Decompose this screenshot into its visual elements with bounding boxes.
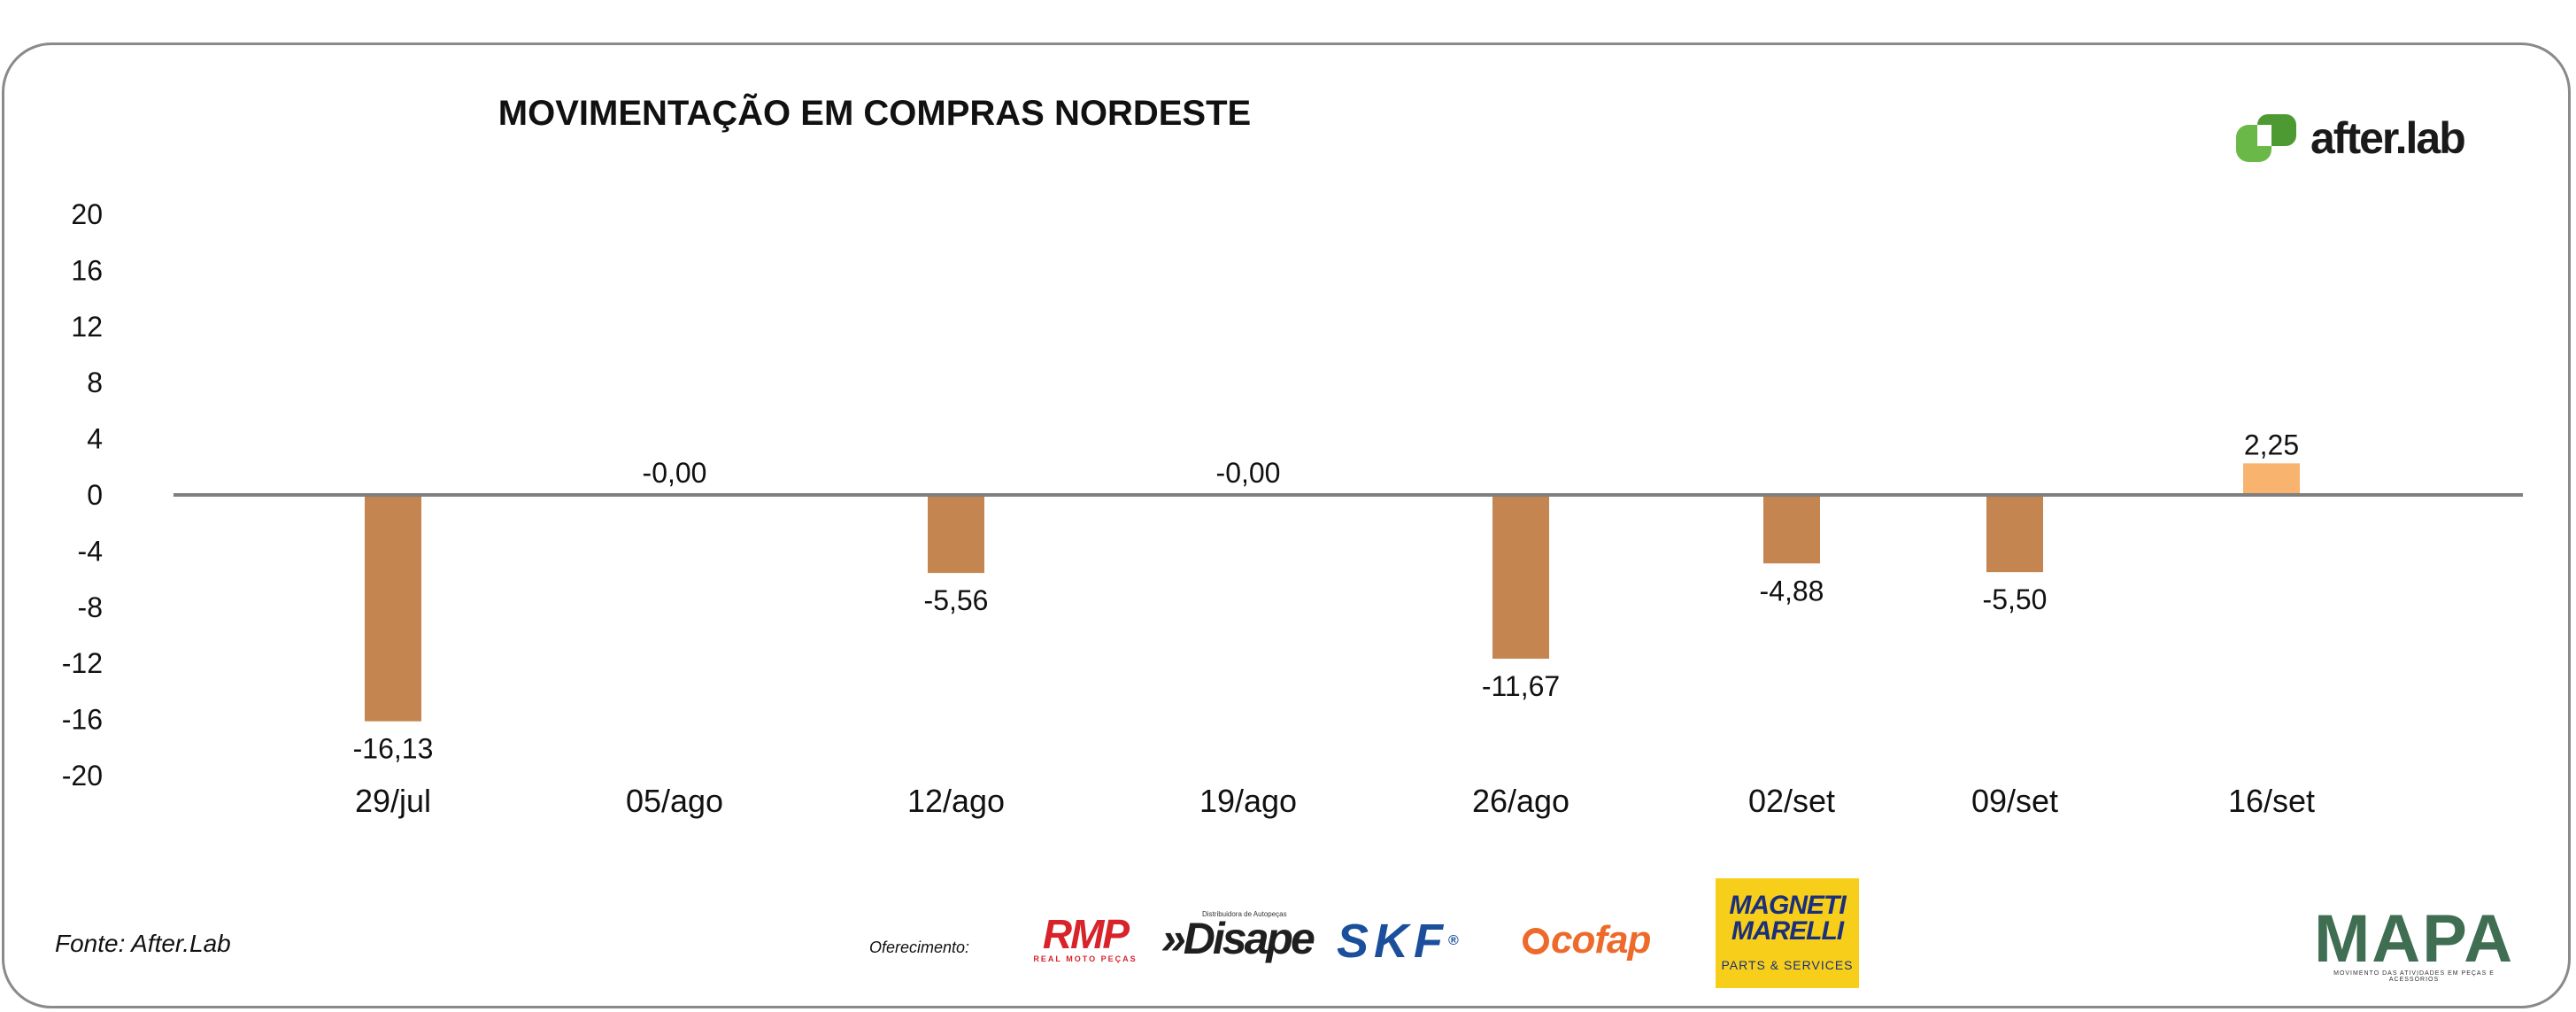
x-tick-label: 29/jul <box>355 783 431 819</box>
data-label: -0,00 <box>1216 457 1281 489</box>
afterlab-logo: after.lab <box>2234 112 2466 165</box>
sponsor-label: Oferecimento: <box>869 939 970 956</box>
y-tick-label: 16 <box>71 254 103 286</box>
afterlab-wordmark: after.lab <box>2310 113 2466 163</box>
source-note: Fonte: After.Lab <box>55 930 231 957</box>
x-tick-label: 12/ago <box>907 783 1005 819</box>
data-label: -0,00 <box>643 457 707 489</box>
rmp-wordmark: RMP <box>1042 911 1130 957</box>
y-tick-label: 4 <box>87 423 103 455</box>
disape-logo: Distribuidora de Autopeças »Disape <box>1161 910 1315 963</box>
y-tick-label: 8 <box>87 367 103 398</box>
bar <box>1986 495 2043 573</box>
y-tick-label: 0 <box>87 479 103 511</box>
bar <box>365 495 421 722</box>
chart-frame <box>2 42 2571 1008</box>
afterlab-mark-icon <box>2236 114 2296 162</box>
data-label: -5,56 <box>924 584 989 616</box>
magneti-subtext: PARTS & SERVICES <box>1721 958 1854 972</box>
x-tick-label: 16/set <box>2228 783 2315 819</box>
cofap-ring-icon <box>1523 928 1549 954</box>
mapa-wordmark: MAPA <box>2314 901 2515 977</box>
rmp-subtext: REAL MOTO PEÇAS <box>1033 954 1138 963</box>
data-label: -11,67 <box>1482 670 1560 702</box>
mapa-subtext: MOVIMENTO DAS ATIVIDADES EM PEÇAS E ACES… <box>2333 970 2495 983</box>
chart-title: MOVIMENTAÇÃO EM COMPRAS NORDESTE <box>497 94 1252 133</box>
y-tick-label: -8 <box>78 591 103 623</box>
data-label: -4,88 <box>1760 575 1824 606</box>
data-label: -5,50 <box>1983 583 2048 615</box>
magneti-marelli-logo: MAGNETI MARELLI PARTS & SERVICES <box>1716 878 1859 988</box>
bar <box>1492 495 1549 659</box>
x-tick-label: 05/ago <box>626 783 723 819</box>
y-tick-label: -16 <box>62 704 103 736</box>
data-label: 2,25 <box>2244 429 2299 460</box>
x-tick-label: 19/ago <box>1199 783 1297 819</box>
mapa-logo: MAPA MOVIMENTO DAS ATIVIDADES EM PEÇAS E… <box>2314 901 2515 984</box>
x-tick-label: 02/set <box>1748 783 1835 819</box>
y-tick-label: -12 <box>62 647 103 679</box>
y-tick-label: -4 <box>78 535 103 567</box>
bar <box>2243 463 2300 495</box>
y-tick-label: -20 <box>62 760 103 792</box>
cofap-wordmark: cofap <box>1551 918 1651 962</box>
data-label: -16,13 <box>353 733 434 765</box>
x-tick-label: 09/set <box>1971 783 2058 819</box>
skf-logo: SKF® <box>1337 917 1464 965</box>
disape-wordmark: »Disape <box>1161 914 1315 963</box>
magneti-line1: MAGNETI <box>1729 891 1846 920</box>
cofap-logo: cofap <box>1523 918 1651 962</box>
bar <box>928 495 984 574</box>
rmp-logo: RMP REAL MOTO PEÇAS <box>1027 914 1144 963</box>
x-tick-label: 26/ago <box>1472 783 1570 819</box>
bar <box>1763 495 1820 564</box>
disape-tagline: Distribuidora de Autopeças <box>1202 910 1287 918</box>
magneti-line2: MARELLI <box>1731 916 1844 946</box>
skf-registered-mark: ® <box>1448 933 1464 948</box>
skf-wordmark: SKF <box>1337 915 1448 968</box>
y-tick-label: 12 <box>71 311 103 343</box>
y-tick-label: 20 <box>71 198 103 230</box>
